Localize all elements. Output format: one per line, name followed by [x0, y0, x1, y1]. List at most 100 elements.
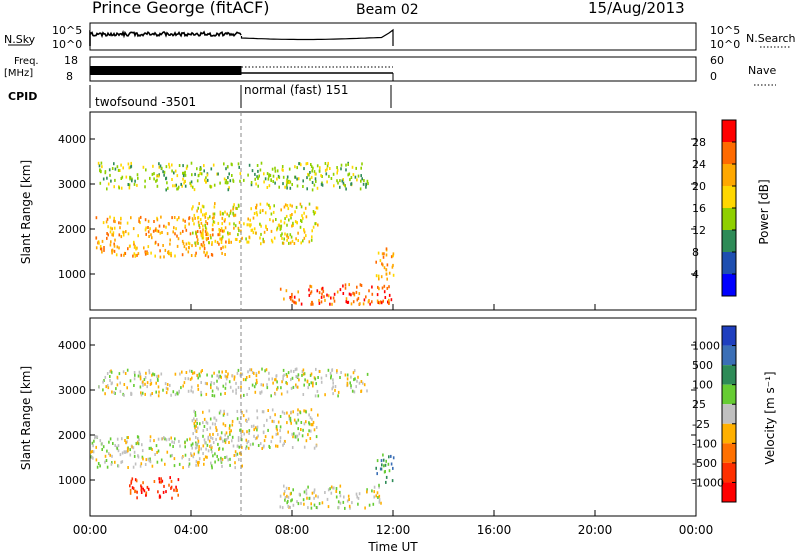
data-cell	[339, 185, 341, 189]
data-cell	[218, 411, 221, 415]
data-cell	[202, 421, 204, 425]
data-cell	[220, 238, 223, 242]
data-cell	[155, 179, 157, 183]
data-cell	[308, 421, 310, 425]
data-cell	[194, 411, 197, 414]
data-cell	[353, 390, 356, 394]
data-cell	[165, 438, 168, 442]
data-cell	[303, 445, 306, 449]
data-cell	[247, 173, 249, 177]
data-cell	[111, 227, 113, 231]
data-cell	[296, 434, 299, 438]
data-cell	[318, 299, 320, 302]
data-cell	[359, 302, 361, 306]
data-cell	[330, 491, 333, 495]
data-cell	[239, 451, 241, 455]
data-cell	[190, 254, 193, 257]
data-cell	[306, 162, 309, 165]
data-cell	[272, 219, 274, 223]
data-cell	[279, 505, 282, 509]
data-cell	[286, 501, 288, 505]
data-cell	[224, 392, 226, 395]
data-cell	[326, 167, 328, 171]
colorbar-tick-label: 12	[692, 224, 706, 237]
data-cell	[162, 490, 165, 494]
beam-label: Beam 02	[356, 2, 419, 18]
data-cell	[307, 433, 309, 437]
data-cell	[276, 226, 279, 230]
data-cell	[198, 202, 200, 206]
data-cell	[222, 422, 225, 426]
data-cell	[219, 229, 222, 232]
data-cell	[222, 245, 224, 249]
data-cell	[345, 300, 348, 304]
data-cell	[385, 253, 388, 257]
data-cell	[313, 490, 315, 494]
data-cell	[284, 498, 286, 502]
data-cell	[209, 426, 212, 430]
data-cell	[235, 391, 237, 395]
data-cell	[176, 218, 179, 222]
data-cell	[197, 439, 200, 443]
data-cell	[324, 491, 326, 494]
data-cell	[229, 179, 232, 183]
data-cell	[219, 374, 222, 378]
data-cell	[120, 177, 123, 180]
data-cell	[96, 465, 99, 469]
data-cell	[144, 218, 147, 222]
data-cell	[366, 389, 368, 393]
data-cell	[225, 179, 228, 182]
data-cell	[225, 431, 228, 435]
data-cell	[256, 381, 258, 384]
data-cell	[116, 165, 119, 169]
data-cell	[357, 375, 359, 379]
data-cell	[250, 181, 253, 184]
data-cell	[169, 476, 171, 480]
data-cell	[245, 409, 248, 413]
data-cell	[182, 218, 185, 222]
data-cell	[158, 162, 160, 166]
data-cell	[290, 499, 292, 503]
data-cell	[196, 421, 198, 425]
data-cell	[213, 416, 215, 420]
data-cell	[200, 381, 202, 384]
data-cell	[250, 207, 252, 211]
data-cell	[111, 461, 113, 465]
data-cell	[257, 444, 260, 447]
data-cell	[136, 253, 138, 257]
data-cell	[268, 371, 270, 375]
data-cell	[234, 450, 237, 454]
data-cell	[119, 169, 121, 172]
data-cell	[151, 392, 153, 395]
data-cell	[356, 178, 358, 182]
data-cell	[289, 492, 292, 496]
data-cell	[154, 228, 157, 232]
data-cell	[205, 220, 207, 224]
station-title: Prince George (fitACF)	[92, 0, 270, 17]
data-cell	[267, 428, 269, 432]
data-cell	[114, 238, 116, 242]
data-cell	[91, 441, 94, 445]
data-cell	[387, 300, 389, 304]
data-cell	[181, 184, 183, 188]
data-cell	[168, 252, 171, 256]
data-cell	[180, 182, 182, 186]
data-cell	[271, 419, 274, 423]
colorbar-tick-label: 500	[692, 359, 713, 372]
data-cell	[305, 410, 307, 414]
data-cell	[202, 228, 204, 232]
data-cell	[229, 424, 231, 428]
data-cell	[252, 216, 255, 220]
data-cell	[219, 437, 221, 441]
data-cell	[156, 174, 158, 178]
data-cell	[292, 370, 295, 373]
data-cell	[268, 173, 271, 177]
colorbar-swatch	[722, 326, 736, 346]
data-cell	[320, 300, 323, 304]
y-tick-label: 2000	[58, 429, 86, 442]
data-cell	[290, 369, 292, 373]
data-cell	[347, 173, 349, 177]
data-cell	[332, 381, 334, 385]
data-cell	[229, 211, 232, 215]
